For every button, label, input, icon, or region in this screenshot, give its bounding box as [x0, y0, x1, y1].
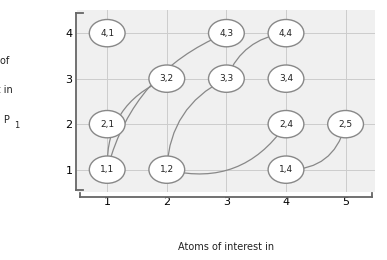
Text: 2,1: 2,1: [100, 120, 114, 129]
FancyArrowPatch shape: [170, 126, 284, 174]
FancyArrowPatch shape: [228, 34, 283, 76]
Text: 4,3: 4,3: [219, 29, 233, 38]
Circle shape: [328, 110, 363, 138]
Circle shape: [89, 20, 125, 47]
Circle shape: [268, 20, 304, 47]
Text: Atoms of interest in: Atoms of interest in: [178, 242, 274, 252]
Text: 2,4: 2,4: [279, 120, 293, 129]
Text: 2,5: 2,5: [339, 120, 353, 129]
Text: 1,1: 1,1: [100, 165, 114, 174]
Text: 3,4: 3,4: [279, 74, 293, 83]
Circle shape: [89, 156, 125, 183]
Text: 1,4: 1,4: [279, 165, 293, 174]
Circle shape: [268, 156, 304, 183]
FancyArrowPatch shape: [289, 127, 345, 170]
Text: 1: 1: [14, 121, 19, 131]
Text: 3,3: 3,3: [219, 74, 233, 83]
Text: 4,1: 4,1: [100, 29, 114, 38]
Text: Atoms of: Atoms of: [0, 56, 10, 66]
Circle shape: [268, 110, 304, 138]
Text: 4,4: 4,4: [279, 29, 293, 38]
FancyArrowPatch shape: [108, 34, 224, 167]
FancyArrowPatch shape: [107, 80, 164, 167]
Text: protein P: protein P: [0, 115, 10, 125]
Circle shape: [149, 65, 185, 92]
Circle shape: [209, 65, 244, 92]
Text: 3,2: 3,2: [160, 74, 174, 83]
Text: interest in: interest in: [0, 86, 13, 95]
FancyArrowPatch shape: [167, 80, 224, 167]
Circle shape: [209, 20, 244, 47]
Circle shape: [268, 65, 304, 92]
Circle shape: [149, 156, 185, 183]
Text: 1,2: 1,2: [160, 165, 174, 174]
Circle shape: [89, 110, 125, 138]
